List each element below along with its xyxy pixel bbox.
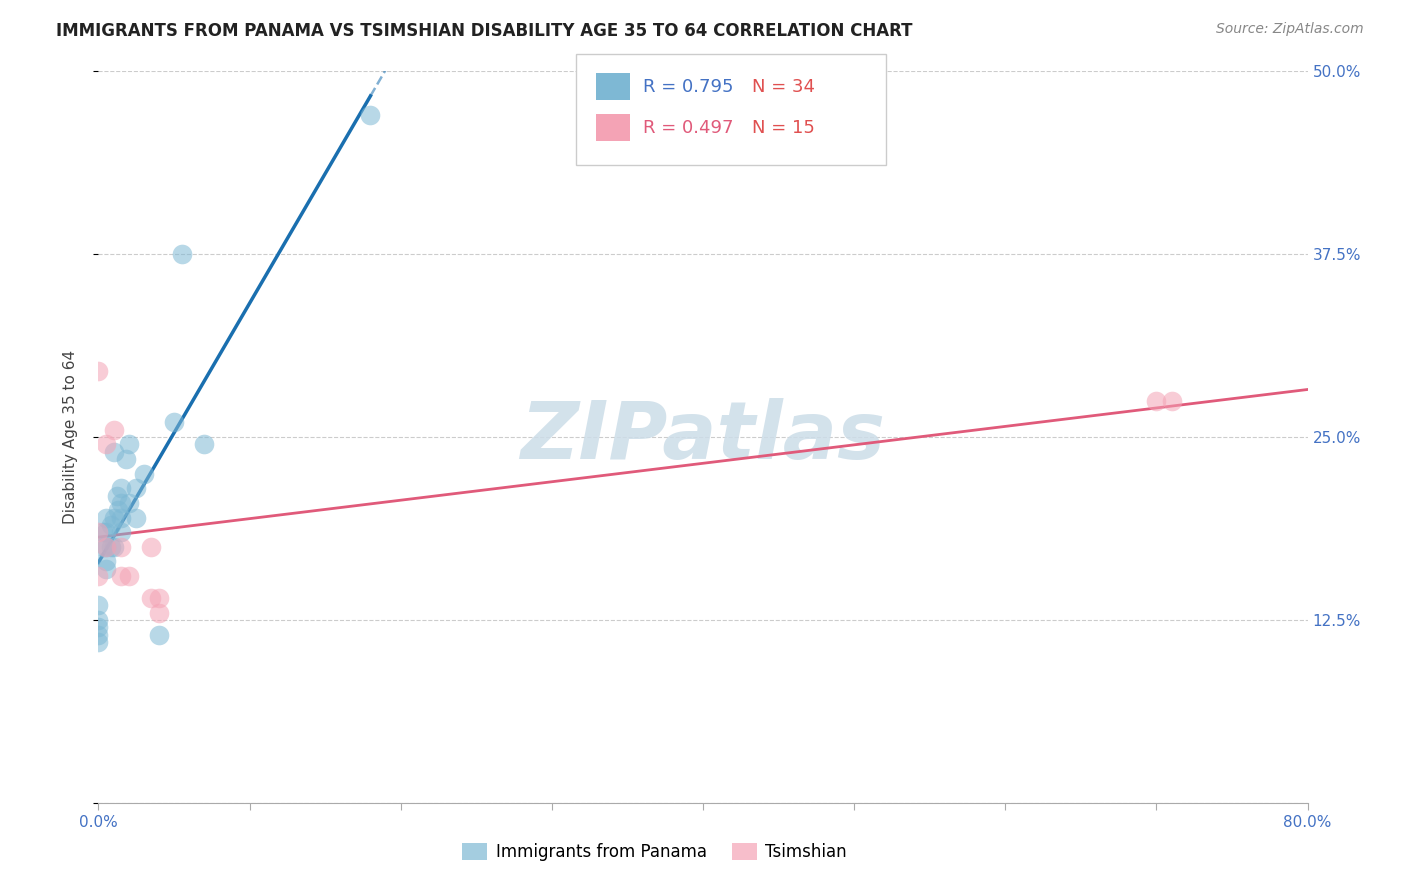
Point — [125, 481, 148, 495]
Point — [103, 423, 125, 437]
Text: N = 34: N = 34 — [752, 78, 815, 95]
Text: N = 15: N = 15 — [752, 119, 815, 136]
Text: IMMIGRANTS FROM PANAMA VS TSIMSHIAN DISABILITY AGE 35 TO 64 CORRELATION CHART: IMMIGRANTS FROM PANAMA VS TSIMSHIAN DISA… — [56, 22, 912, 40]
Point — [94, 525, 117, 540]
Point — [103, 540, 125, 554]
Point — [100, 517, 122, 532]
Point — [100, 540, 122, 554]
Point — [94, 554, 117, 568]
Point — [103, 444, 125, 458]
Point — [87, 569, 110, 583]
Point — [170, 247, 193, 261]
Point — [110, 510, 132, 524]
Point — [132, 467, 155, 481]
Point — [94, 510, 117, 524]
Point — [87, 599, 110, 613]
Point — [87, 364, 110, 378]
Point — [118, 569, 141, 583]
Point — [118, 437, 141, 451]
Point — [87, 613, 110, 627]
Point — [141, 540, 163, 554]
Point — [87, 620, 110, 634]
Point — [87, 635, 110, 649]
Point — [91, 525, 114, 540]
Point — [1160, 393, 1182, 408]
Point — [360, 108, 382, 122]
Point — [118, 496, 141, 510]
Point — [110, 540, 132, 554]
Text: ZIPatlas: ZIPatlas — [520, 398, 886, 476]
Point — [107, 503, 129, 517]
Point — [110, 481, 132, 495]
Point — [141, 591, 163, 605]
Point — [148, 627, 170, 641]
Text: R = 0.795: R = 0.795 — [643, 78, 733, 95]
Point — [105, 489, 128, 503]
Point — [114, 452, 136, 467]
Point — [125, 510, 148, 524]
Legend: Immigrants from Panama, Tsimshian: Immigrants from Panama, Tsimshian — [456, 836, 853, 868]
Point — [110, 525, 132, 540]
Point — [94, 540, 117, 554]
Point — [103, 510, 125, 524]
Y-axis label: Disability Age 35 to 64: Disability Age 35 to 64 — [63, 350, 77, 524]
Point — [87, 525, 110, 540]
Point — [110, 496, 132, 510]
Point — [94, 540, 117, 554]
Point — [148, 591, 170, 605]
Point — [110, 569, 132, 583]
Point — [91, 540, 114, 554]
Point — [94, 437, 117, 451]
Text: Source: ZipAtlas.com: Source: ZipAtlas.com — [1216, 22, 1364, 37]
Text: R = 0.497: R = 0.497 — [643, 119, 733, 136]
Point — [94, 562, 117, 576]
Point — [163, 416, 186, 430]
Point — [193, 437, 215, 451]
Point — [148, 606, 170, 620]
Point — [1144, 393, 1167, 408]
Point — [87, 627, 110, 641]
